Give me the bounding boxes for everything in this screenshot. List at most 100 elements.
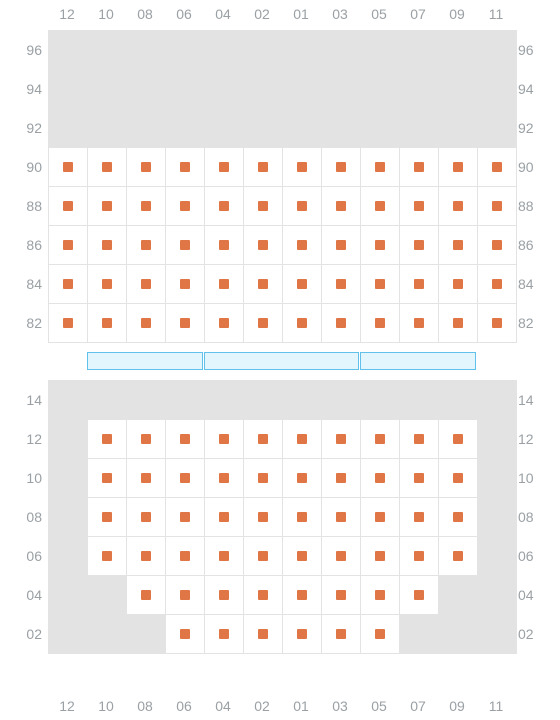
seat-cell[interactable] [283,265,321,303]
seat-cell[interactable] [127,537,165,575]
seat-cell[interactable] [478,148,516,186]
seat-cell[interactable] [88,148,126,186]
seat-cell[interactable] [166,226,204,264]
seat-cell[interactable] [88,187,126,225]
seat-cell[interactable] [244,459,282,497]
seat-cell[interactable] [400,537,438,575]
seat-cell[interactable] [127,226,165,264]
seat-cell[interactable] [439,537,477,575]
seat-cell[interactable] [244,226,282,264]
seat-cell[interactable] [283,498,321,536]
seat-cell[interactable] [88,226,126,264]
seat-cell[interactable] [283,459,321,497]
seat-cell[interactable] [49,187,87,225]
seat-cell[interactable] [361,576,399,614]
seat-cell[interactable] [88,265,126,303]
seat-cell[interactable] [283,537,321,575]
seat-cell[interactable] [322,537,360,575]
seat-cell[interactable] [322,615,360,653]
seat-cell[interactable] [166,498,204,536]
seat-cell[interactable] [205,304,243,342]
seat-cell[interactable] [478,187,516,225]
seat-cell[interactable] [244,148,282,186]
seat-cell[interactable] [244,420,282,458]
seat-cell[interactable] [361,498,399,536]
seat-cell[interactable] [361,148,399,186]
seat-cell[interactable] [166,615,204,653]
seat-cell[interactable] [400,226,438,264]
seat-cell[interactable] [244,615,282,653]
seat-cell[interactable] [322,304,360,342]
seat-cell[interactable] [127,265,165,303]
seat-cell[interactable] [166,537,204,575]
seat-cell[interactable] [400,459,438,497]
seat-cell[interactable] [244,265,282,303]
seat-cell[interactable] [361,459,399,497]
seat-cell[interactable] [88,498,126,536]
seat-cell[interactable] [127,498,165,536]
seat-cell[interactable] [283,304,321,342]
seat-cell[interactable] [88,420,126,458]
seat-cell[interactable] [88,459,126,497]
seat-cell[interactable] [127,148,165,186]
seat-cell[interactable] [400,498,438,536]
seat-cell[interactable] [283,615,321,653]
seat-cell[interactable] [166,148,204,186]
seat-cell[interactable] [322,420,360,458]
seat-cell[interactable] [205,459,243,497]
seat-cell[interactable] [244,576,282,614]
seat-cell[interactable] [127,304,165,342]
seat-cell[interactable] [322,498,360,536]
seat-cell[interactable] [361,537,399,575]
seat-cell[interactable] [283,148,321,186]
seat-cell[interactable] [166,187,204,225]
seat-cell[interactable] [49,226,87,264]
seat-cell[interactable] [361,304,399,342]
seat-cell[interactable] [205,498,243,536]
seat-cell[interactable] [439,265,477,303]
seat-cell[interactable] [400,420,438,458]
seat-cell[interactable] [283,226,321,264]
seat-cell[interactable] [205,148,243,186]
seat-cell[interactable] [400,265,438,303]
seat-cell[interactable] [205,537,243,575]
seat-cell[interactable] [361,265,399,303]
seat-cell[interactable] [283,187,321,225]
seat-cell[interactable] [166,459,204,497]
seat-cell[interactable] [322,187,360,225]
seat-cell[interactable] [88,304,126,342]
seat-cell[interactable] [49,265,87,303]
seat-cell[interactable] [127,420,165,458]
seat-cell[interactable] [400,148,438,186]
seat-cell[interactable] [361,187,399,225]
seat-cell[interactable] [439,148,477,186]
seat-cell[interactable] [49,304,87,342]
seat-cell[interactable] [88,537,126,575]
seat-cell[interactable] [322,226,360,264]
seat-cell[interactable] [244,304,282,342]
seat-cell[interactable] [127,187,165,225]
seat-cell[interactable] [166,265,204,303]
seat-cell[interactable] [361,226,399,264]
seat-cell[interactable] [205,187,243,225]
seat-cell[interactable] [439,187,477,225]
seat-cell[interactable] [400,187,438,225]
seat-cell[interactable] [205,265,243,303]
seat-cell[interactable] [439,304,477,342]
seat-cell[interactable] [127,576,165,614]
seat-cell[interactable] [244,537,282,575]
seat-cell[interactable] [166,576,204,614]
seat-cell[interactable] [322,265,360,303]
seat-cell[interactable] [361,615,399,653]
seat-cell[interactable] [439,498,477,536]
seat-cell[interactable] [478,265,516,303]
seat-cell[interactable] [439,459,477,497]
seat-cell[interactable] [361,420,399,458]
seat-cell[interactable] [244,498,282,536]
seat-cell[interactable] [166,304,204,342]
seat-cell[interactable] [283,420,321,458]
seat-cell[interactable] [322,148,360,186]
seat-cell[interactable] [205,576,243,614]
seat-cell[interactable] [205,420,243,458]
seat-cell[interactable] [400,304,438,342]
